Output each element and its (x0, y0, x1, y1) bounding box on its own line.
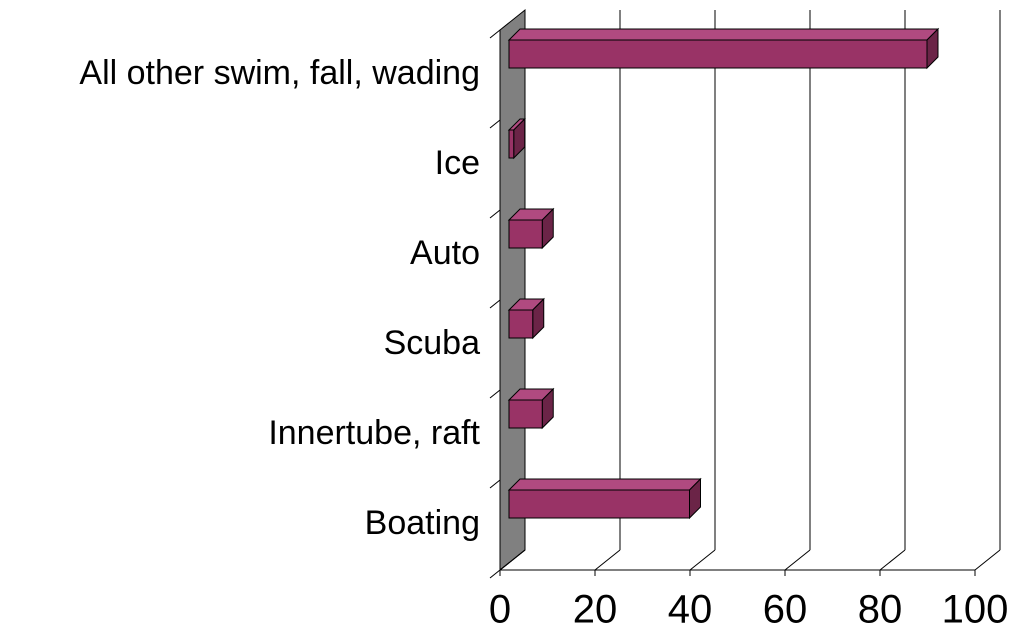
bar-face (508, 219, 543, 249)
bar (507, 297, 545, 340)
category-tick (489, 569, 501, 579)
bar-face (508, 129, 515, 159)
y-tick-label: Boating (365, 504, 480, 542)
bar (507, 387, 555, 430)
bar (507, 27, 940, 70)
bar (507, 117, 526, 160)
x-tick-label: 80 (858, 588, 903, 632)
y-tick-label: Ice (435, 144, 480, 182)
floor-grid-line (879, 549, 906, 571)
x-tick-label: 100 (942, 588, 1009, 632)
category-tick (489, 29, 501, 39)
floor-grid-line (974, 549, 1001, 571)
bar (507, 207, 555, 250)
x-tick-label: 60 (763, 588, 808, 632)
floor-grid-line (499, 549, 526, 571)
bar-face (507, 478, 702, 491)
bar-face (508, 39, 928, 69)
category-tick (489, 209, 501, 219)
floor-grid-line (784, 549, 811, 571)
floor-grid-line (594, 549, 621, 571)
category-tick (489, 299, 501, 309)
x-tick-label: 20 (573, 588, 618, 632)
y-tick-label: Innertube, raft (268, 414, 480, 452)
x-tick-label: 0 (489, 588, 511, 632)
bar-face (507, 28, 940, 41)
y-tick-label: Scuba (384, 324, 480, 362)
category-tick (489, 119, 501, 129)
floor-grid-line (689, 549, 716, 571)
y-tick-label: All other swim, fall, wading (79, 54, 480, 92)
category-tick (489, 479, 501, 489)
bar-face (508, 489, 690, 519)
bar (507, 477, 702, 520)
bar-face (508, 399, 543, 429)
x-tick-label: 40 (668, 588, 713, 632)
y-tick-label: Auto (410, 234, 480, 272)
category-tick (489, 389, 501, 399)
bar-face (508, 309, 534, 339)
